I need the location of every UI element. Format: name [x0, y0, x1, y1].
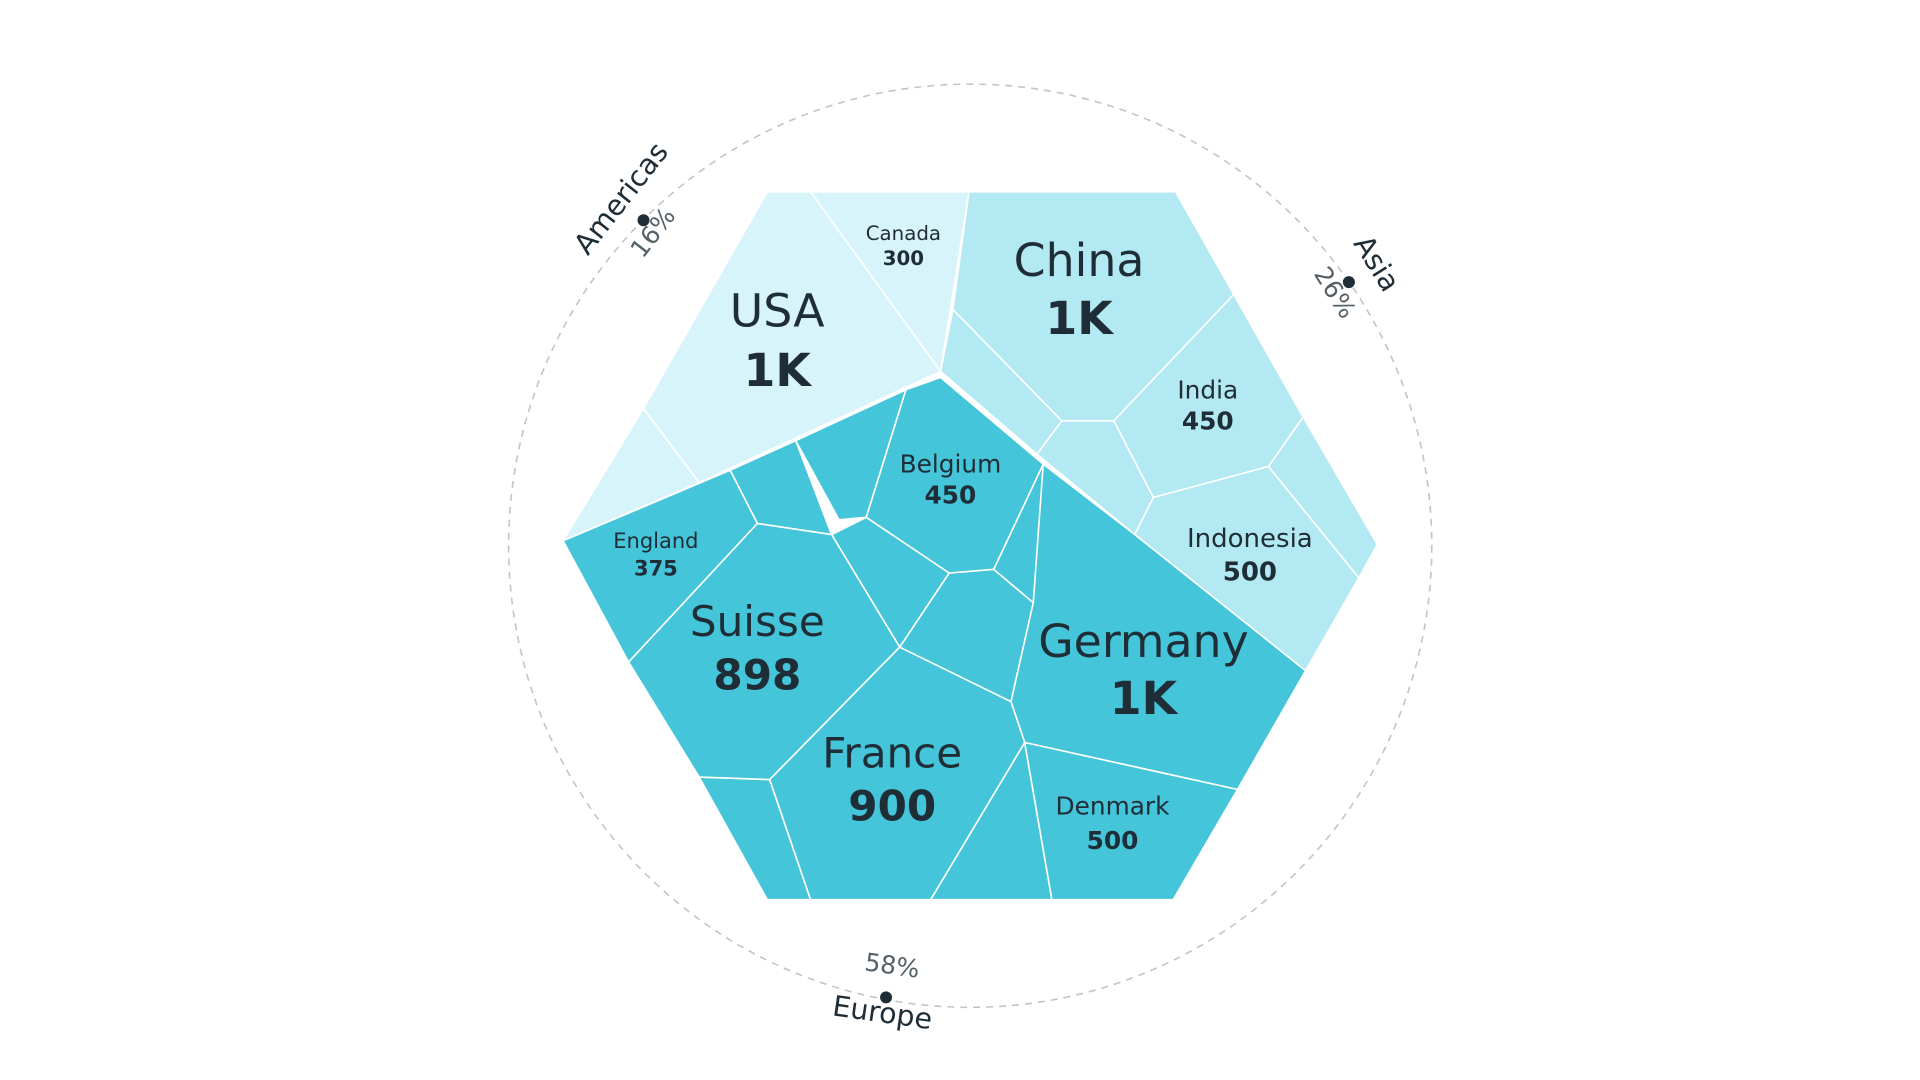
cell-label-china: China — [1014, 233, 1145, 287]
cell-label-india: India — [1177, 375, 1238, 404]
cell-value-canada: 300 — [883, 247, 924, 270]
region-share-asia: 26% — [1308, 261, 1362, 323]
cell-value-indonesia: 500 — [1223, 557, 1277, 587]
cell-label-england: England — [613, 529, 698, 553]
cell-label-canada: Canada — [866, 222, 941, 245]
cell-usa[interactable] — [642, 191, 942, 484]
cell-value-france: 900 — [848, 781, 936, 830]
cell-value-germany: 1K — [1110, 671, 1179, 725]
cell-indonesia[interactable] — [1134, 465, 1360, 672]
cell-label-france: France — [822, 728, 962, 777]
cell-value-denmark: 500 — [1087, 826, 1139, 855]
region-share-europe: 58% — [863, 947, 922, 983]
cell-label-suisse: Suisse — [690, 597, 825, 646]
cell-value-suisse: 898 — [713, 650, 801, 699]
region-label-asia: Asia — [1347, 229, 1407, 297]
region-share-americas: 16% — [624, 202, 681, 263]
cell-denmark[interactable] — [1023, 741, 1239, 901]
cell-label-indonesia: Indonesia — [1187, 524, 1313, 554]
cell-value-india: 450 — [1182, 406, 1234, 435]
cell-value-china: 1K — [1045, 291, 1114, 345]
cell-value-belgium: 450 — [925, 481, 977, 510]
region-marker-asia — [1342, 276, 1355, 289]
cell-value-england: 375 — [634, 556, 678, 580]
cell-label-germany: Germany — [1038, 614, 1249, 668]
region-marker-americas — [637, 214, 650, 227]
cell-value-usa: 1K — [743, 343, 812, 397]
cell-label-denmark: Denmark — [1056, 791, 1171, 820]
cell-canada[interactable] — [809, 191, 970, 373]
cell-label-belgium: Belgium — [900, 450, 1002, 479]
cell-label-usa: USA — [730, 284, 825, 338]
region-marker-europe — [880, 991, 893, 1004]
region-label-europe: Europe — [830, 989, 934, 1036]
guide-ring — [507, 83, 1433, 1009]
